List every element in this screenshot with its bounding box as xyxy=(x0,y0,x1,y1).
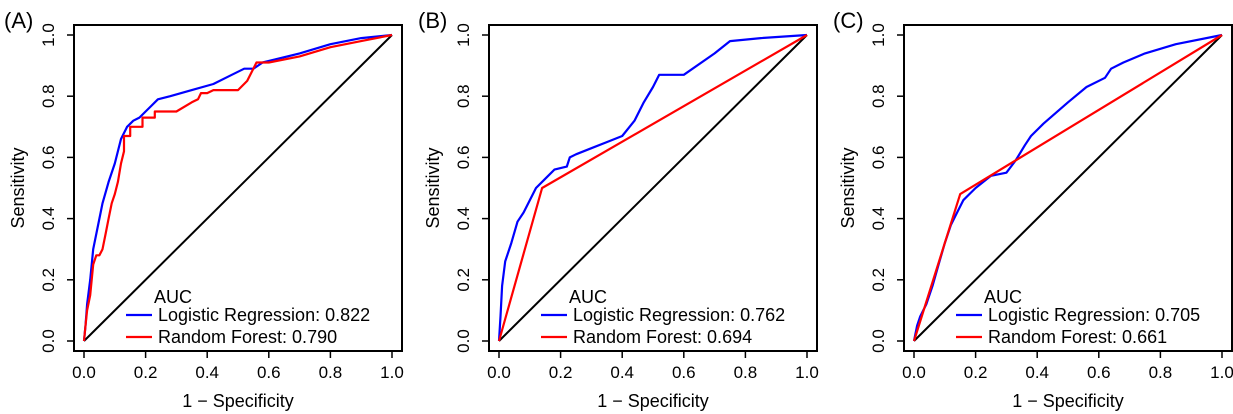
plot-frame xyxy=(73,24,403,352)
y-axis: 0.0 0.2 0.4 0.6 0.8 1.0 xyxy=(869,23,904,353)
y-tick-label: 0.0 xyxy=(39,329,58,353)
plot-frame xyxy=(903,24,1233,352)
y-axis: 0.0 0.2 0.4 0.6 0.8 1.0 xyxy=(454,23,489,353)
panel-c: (C)0.0 0.2 0.4 0.6 0.8 1.01 − Specificity0.00… xyxy=(833,8,1233,411)
panel-label: (C) xyxy=(833,8,864,33)
y-axis: 0.0 0.2 0.4 0.6 0.8 1.0 xyxy=(39,23,74,353)
y-tick-label: 0.0 xyxy=(869,329,888,353)
panel-label: (B) xyxy=(418,8,447,33)
x-tick-label: 0.6 xyxy=(257,363,281,382)
reference-diagonal-line xyxy=(913,34,1223,342)
y-tick-label: 1.0 xyxy=(454,23,473,47)
roc-line-random-forest xyxy=(82,33,393,342)
y-tick-label: 1.0 xyxy=(39,23,58,47)
x-tick-label: 0.0 xyxy=(72,363,96,382)
legend-entry: Logistic Regression: 0.822 xyxy=(158,305,370,325)
legend-entry: Logistic Regression: 0.762 xyxy=(573,305,785,325)
plot-frame xyxy=(488,24,818,352)
y-tick-label: 0.8 xyxy=(454,84,473,108)
x-tick-label: 0.2 xyxy=(549,363,573,382)
x-tick-label: 0.6 xyxy=(1087,363,1111,382)
roc-line-logistic-regression xyxy=(82,33,393,342)
x-tick-label: 0.8 xyxy=(1149,363,1173,382)
y-axis-label: Sensitivity xyxy=(8,147,28,228)
y-tick-label: 0.4 xyxy=(869,207,888,231)
reference-diagonal-line xyxy=(83,34,393,342)
x-tick-label: 1.0 xyxy=(795,363,819,382)
y-tick-label: 0.4 xyxy=(454,207,473,231)
x-tick-label: 0.4 xyxy=(195,363,219,382)
y-tick-label: 0.8 xyxy=(39,84,58,108)
x-axis: 0.0 0.2 0.4 0.6 0.8 1.0 xyxy=(72,351,404,382)
legend-entry: Random Forest: 0.694 xyxy=(573,327,752,347)
y-tick-label: 0.0 xyxy=(454,329,473,353)
x-axis-label: 1 − Specificity xyxy=(182,391,294,411)
legend-title: AUC xyxy=(984,287,1022,307)
x-axis: 0.0 0.2 0.4 0.6 0.8 1.0 xyxy=(487,351,819,382)
y-tick-label: 0.2 xyxy=(454,268,473,292)
x-axis-label: 1 − Specificity xyxy=(597,391,709,411)
roc-line-logistic-regression xyxy=(497,33,808,342)
panel-b: (B)0.0 0.2 0.4 0.6 0.8 1.01 − Specificity0.00… xyxy=(418,8,819,411)
roc-line-random-forest xyxy=(912,34,1223,342)
y-tick-label: 0.6 xyxy=(39,146,58,170)
legend-entry: Logistic Regression: 0.705 xyxy=(988,305,1200,325)
legend-title: AUC xyxy=(569,287,607,307)
panel-a: (A)0.0 0.2 0.4 0.6 0.8 1.01 − Specificity0.00… xyxy=(4,8,404,411)
x-axis: 0.0 0.2 0.4 0.6 0.8 1.0 xyxy=(902,351,1233,382)
reference-diagonal-line xyxy=(498,34,808,342)
y-tick-label: 0.8 xyxy=(869,84,888,108)
x-axis-label: 1 − Specificity xyxy=(1012,391,1124,411)
x-tick-label: 0.4 xyxy=(1025,363,1049,382)
y-tick-label: 0.2 xyxy=(869,268,888,292)
x-tick-label: 1.0 xyxy=(1210,363,1233,382)
panel-label: (A) xyxy=(4,8,33,33)
x-tick-label: 0.0 xyxy=(487,363,511,382)
y-tick-label: 0.2 xyxy=(39,268,58,292)
y-axis-label: Sensitivity xyxy=(838,147,858,228)
x-tick-label: 0.8 xyxy=(319,363,343,382)
roc-line-random-forest xyxy=(497,34,808,342)
x-tick-label: 0.4 xyxy=(610,363,634,382)
legend-entry: Random Forest: 0.661 xyxy=(988,327,1167,347)
x-tick-label: 0.8 xyxy=(734,363,758,382)
y-tick-label: 0.4 xyxy=(39,207,58,231)
x-tick-label: 0.6 xyxy=(672,363,696,382)
y-axis-label: Sensitivity xyxy=(423,147,443,228)
y-tick-label: 0.6 xyxy=(454,146,473,170)
legend-entry: Random Forest: 0.790 xyxy=(158,327,337,347)
x-tick-label: 0.2 xyxy=(964,363,988,382)
x-tick-label: 0.2 xyxy=(134,363,158,382)
y-tick-label: 1.0 xyxy=(869,23,888,47)
x-tick-label: 1.0 xyxy=(380,363,404,382)
y-tick-label: 0.6 xyxy=(869,146,888,170)
legend-title: AUC xyxy=(154,287,192,307)
x-tick-label: 0.0 xyxy=(902,363,926,382)
